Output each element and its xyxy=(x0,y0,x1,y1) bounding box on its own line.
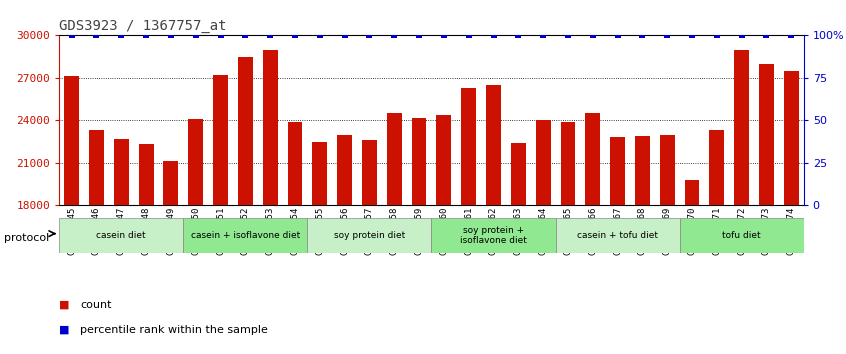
Text: GDS3923 / 1367757_at: GDS3923 / 1367757_at xyxy=(59,19,227,33)
Text: count: count xyxy=(80,300,112,310)
Bar xyxy=(660,135,674,354)
Bar xyxy=(461,88,476,354)
Text: soy protein +
isoflavone diet: soy protein + isoflavone diet xyxy=(460,226,527,245)
Text: tofu diet: tofu diet xyxy=(722,231,761,240)
FancyBboxPatch shape xyxy=(431,218,556,253)
Text: percentile rank within the sample: percentile rank within the sample xyxy=(80,325,268,335)
Bar xyxy=(759,64,774,354)
Bar xyxy=(412,118,426,354)
Bar xyxy=(734,50,749,354)
Bar xyxy=(784,71,799,354)
Bar xyxy=(684,180,700,354)
Bar xyxy=(511,143,525,354)
Bar xyxy=(139,144,153,354)
Text: protocol: protocol xyxy=(4,233,49,243)
Bar xyxy=(238,57,253,354)
Text: ■: ■ xyxy=(59,300,69,310)
FancyBboxPatch shape xyxy=(307,218,431,253)
Text: soy protein diet: soy protein diet xyxy=(334,231,405,240)
Bar xyxy=(163,161,179,354)
Bar xyxy=(338,135,352,354)
Bar xyxy=(486,85,501,354)
Bar xyxy=(387,113,402,354)
Text: casein + tofu diet: casein + tofu diet xyxy=(577,231,658,240)
Bar xyxy=(635,136,650,354)
Bar xyxy=(312,142,327,354)
Bar xyxy=(536,120,551,354)
Bar xyxy=(362,140,376,354)
Bar xyxy=(64,76,79,354)
Bar xyxy=(561,122,575,354)
FancyBboxPatch shape xyxy=(679,218,804,253)
Text: casein diet: casein diet xyxy=(96,231,146,240)
FancyBboxPatch shape xyxy=(556,218,679,253)
FancyBboxPatch shape xyxy=(184,218,307,253)
Text: casein + isoflavone diet: casein + isoflavone diet xyxy=(190,231,300,240)
Bar xyxy=(89,130,104,354)
Bar xyxy=(288,122,302,354)
Bar xyxy=(263,50,277,354)
Text: ■: ■ xyxy=(59,325,69,335)
Bar xyxy=(610,137,625,354)
Bar xyxy=(213,75,228,354)
Bar xyxy=(585,113,600,354)
FancyBboxPatch shape xyxy=(59,218,184,253)
Bar xyxy=(437,115,451,354)
Bar xyxy=(710,130,724,354)
Bar xyxy=(114,139,129,354)
Bar xyxy=(189,119,203,354)
